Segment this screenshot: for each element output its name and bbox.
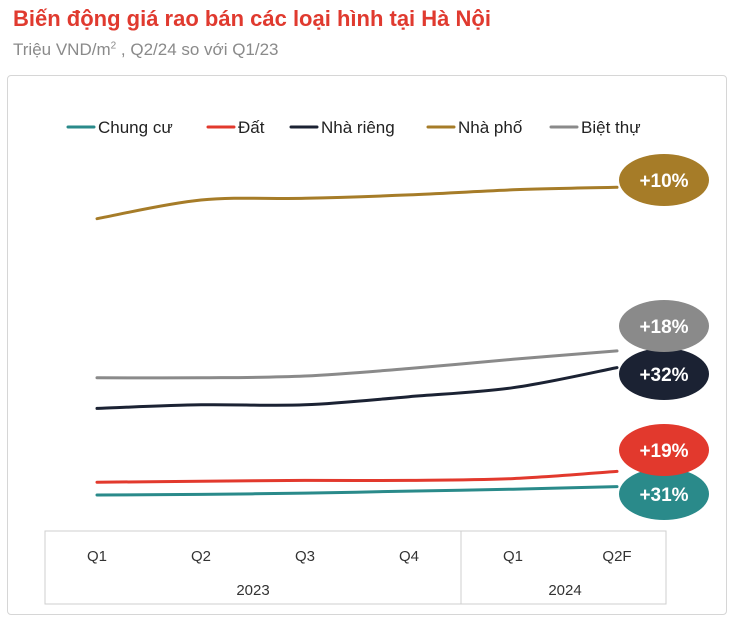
x-tick-label: Q3 xyxy=(295,548,315,565)
legend-label-dat: Đất xyxy=(238,118,265,137)
x-axis-box xyxy=(44,530,667,605)
x-tick-label: Q2 xyxy=(191,548,211,565)
x-tick-label: Q4 xyxy=(399,548,419,565)
change-badge-biet-thu xyxy=(619,300,709,352)
change-badge-dat xyxy=(619,424,709,476)
x-tick-label: Q1 xyxy=(503,548,523,565)
series-line-nha-rieng xyxy=(95,366,619,410)
year-label-2023: 2023 xyxy=(236,582,269,599)
subtitle-unit-superscript: 2 xyxy=(110,40,117,52)
series-line-nha-pho xyxy=(95,185,619,221)
change-label-biet-thu: +18% xyxy=(639,317,688,338)
year-label-2024: 2024 xyxy=(548,582,581,599)
legend-label-biet-thu: Biệt thự xyxy=(581,118,641,137)
chart-frame xyxy=(7,75,727,615)
subtitle-period: , Q2/24 so với Q1/23 xyxy=(116,40,279,59)
change-label-nha-rieng: +32% xyxy=(639,365,688,386)
change-label-chung-cu: +31% xyxy=(639,485,688,506)
subtitle-unit: Triệu VND/m xyxy=(13,40,111,59)
legend-label-nha-pho: Nhà phố xyxy=(458,118,523,137)
series-line-biet-thu xyxy=(95,349,619,380)
x-tick-label: Q1 xyxy=(87,548,107,565)
series-line-dat xyxy=(95,469,619,484)
change-badge-nha-pho xyxy=(619,154,709,206)
series-line-chung-cu xyxy=(95,485,619,497)
change-badge-nha-rieng xyxy=(619,348,709,400)
legend-label-nha-rieng: Nhà riêng xyxy=(321,118,395,137)
chart-title: Biến động giá rao bán các loại hình tại … xyxy=(13,6,491,31)
change-label-nha-pho: +10% xyxy=(639,171,688,192)
x-tick-label: Q2F xyxy=(602,548,631,565)
change-label-dat: +19% xyxy=(639,441,688,462)
chart-subtitle: Triệu VND/m2 , Q2/24 so với Q1/23 xyxy=(13,40,279,60)
change-badge-chung-cu xyxy=(619,468,709,520)
legend-label-chung-cu: Chung cư xyxy=(98,118,173,137)
